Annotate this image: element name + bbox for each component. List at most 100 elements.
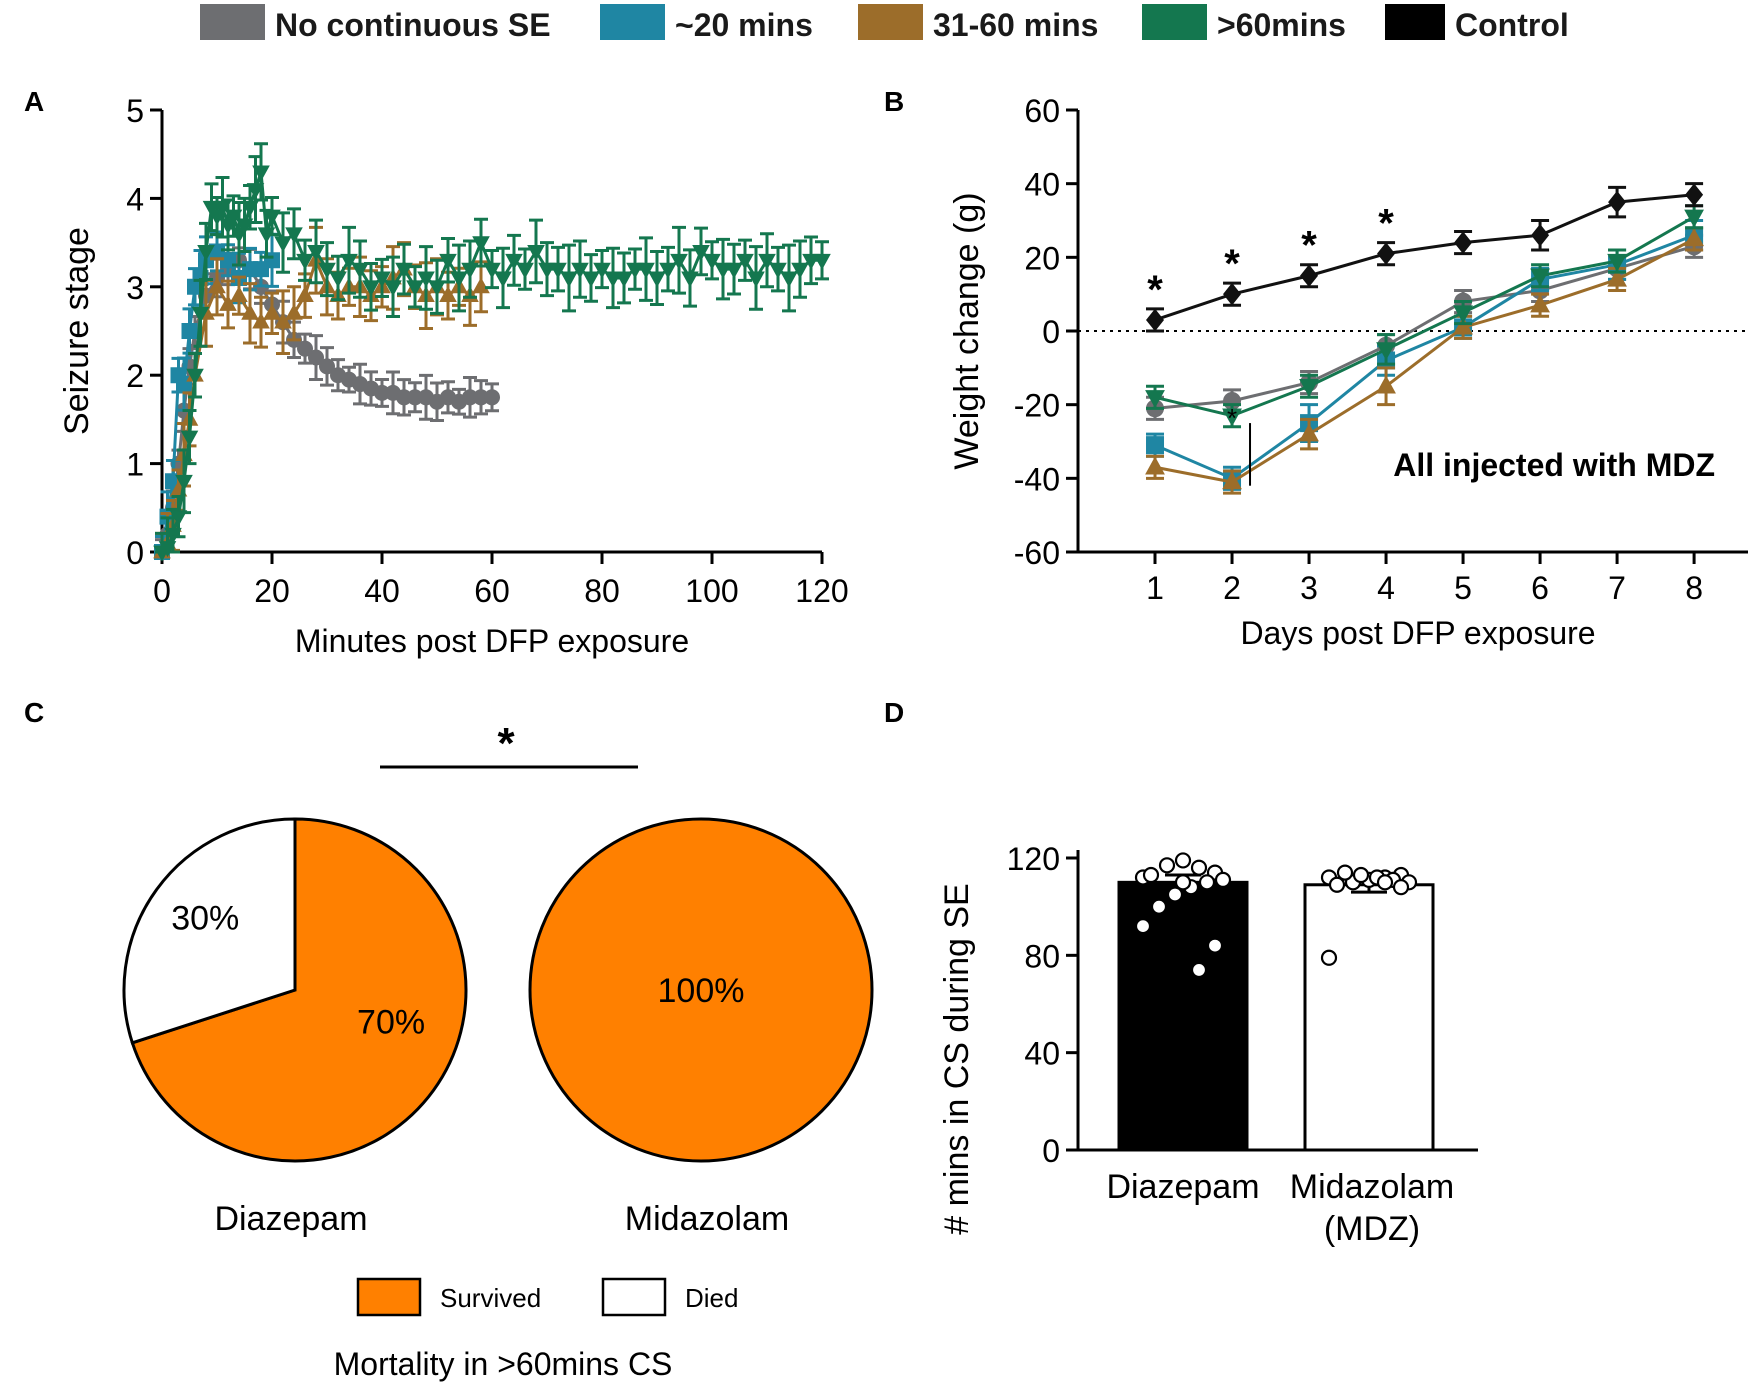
panel-b-point (1145, 456, 1165, 475)
panel-d-data-point (1214, 871, 1232, 889)
pie-slice-died (122, 817, 297, 1045)
panel-a-point (615, 271, 633, 288)
panel-b-line-no-continuous-se (1154, 244, 1695, 410)
panel-d-data-point (1174, 874, 1192, 891)
panel-d-y-tick-label: 80 (1024, 938, 1060, 974)
panel-a-x-tick-label: 0 (153, 573, 171, 609)
panel-d-data-point (1190, 859, 1208, 876)
panel-a-point (473, 389, 489, 406)
panel-a-x-tick-label: 20 (254, 573, 290, 609)
pie-name: Midazolam (625, 1200, 789, 1238)
panel-a-point (428, 280, 446, 297)
panel-d-y-tick-label: 120 (1007, 841, 1060, 877)
panel-b-significance-star: * (1301, 224, 1317, 268)
legend-swatch-control (1385, 4, 1445, 40)
panel-d-category-label: (MDZ) (1324, 1210, 1420, 1248)
panel-b-point (1299, 423, 1319, 442)
panel-a-x-tick-label: 100 (685, 573, 738, 609)
panel-a-point (560, 271, 578, 288)
panel-b-x-tick-label: 4 (1377, 570, 1395, 606)
panel-a-y-tick-label: 5 (126, 93, 144, 129)
panel-d-data-point (1174, 852, 1192, 869)
panel-a-point (648, 271, 666, 288)
legend-label-no-continuous-se: No continuous SE (275, 7, 551, 43)
panel-b-x-tick-label: 2 (1223, 570, 1241, 606)
panel-a-point (791, 262, 809, 279)
panel-b-significance-star: * (1378, 202, 1394, 246)
panel-a-point (285, 303, 303, 320)
panel-a-point (180, 430, 199, 447)
panel-a-point (769, 262, 787, 279)
panel-label-b: B (884, 86, 904, 117)
panel-a-y-tick-label: 0 (126, 535, 144, 571)
panel-b-x-tick-label: 6 (1531, 570, 1549, 606)
panel-b-small-star: * (1227, 403, 1237, 433)
panel-a-y-tick-label: 4 (126, 181, 144, 217)
pie-name: Diazepam (214, 1200, 367, 1238)
panel-b-y-tick-label: 60 (1024, 93, 1060, 129)
panel-a-x-tick-label: 40 (364, 573, 400, 609)
panel-a-point (274, 236, 292, 253)
legend-label-control: Control (1455, 7, 1569, 43)
panel-a-point (725, 262, 743, 279)
panel-a-point (384, 280, 402, 297)
panel-b-point (1222, 408, 1242, 427)
panel-d-category-label: Midazolam (1290, 1168, 1454, 1206)
panel-a-point (439, 253, 457, 270)
panel-a-point (351, 262, 369, 279)
panel-b-point (1376, 342, 1396, 361)
panel-a-point (758, 253, 776, 270)
panel-a-point (396, 389, 412, 406)
panel-a-point (362, 280, 380, 297)
panel-a-point (484, 389, 500, 406)
panel-b-x-label: Days post DFP exposure (1240, 615, 1595, 651)
panel-d-data-point (1166, 886, 1184, 903)
pie-slice-survived (130, 817, 468, 1163)
panel-c-legend-label-died: Died (685, 1283, 738, 1313)
panel-a-point (307, 245, 325, 262)
legend-label-20-mins: ~20 mins (675, 7, 813, 43)
legend-label-60mins: >60mins (1217, 7, 1346, 43)
panel-d-data-point (1376, 874, 1394, 891)
panel-a-point (319, 358, 335, 375)
panel-a-x-tick-label: 80 (584, 573, 620, 609)
panel-b-line-31-60-mins (1154, 237, 1695, 484)
panel-b-point (1684, 209, 1704, 228)
panel-b-point (1685, 183, 1704, 206)
panel-d-data-point (1150, 898, 1168, 915)
panel-b-point (1607, 268, 1627, 287)
panel-b-point (1607, 253, 1627, 272)
panel-d-data-point (1320, 949, 1338, 966)
legend-swatch-20-mins (600, 4, 665, 40)
panel-a-point (692, 245, 710, 262)
panel-c-legend-label-survived: Survived (440, 1283, 541, 1313)
panel-a-point (297, 340, 313, 357)
panel-a-point (373, 271, 391, 288)
panel-a-x-label: Minutes post DFP exposure (295, 623, 689, 659)
panel-b-point (1531, 223, 1550, 247)
panel-b-point (1222, 471, 1242, 490)
panel-a-y-tick-label: 3 (126, 270, 144, 306)
panel-c-significance-star: * (497, 719, 515, 768)
panel-a-point (505, 253, 523, 270)
legend-swatch-60mins (1142, 4, 1207, 40)
panel-a-point (747, 271, 765, 288)
panel-b-point (1223, 282, 1242, 306)
panel-a-point (813, 253, 831, 270)
panel-b-point (1146, 308, 1165, 332)
panel-a-point (417, 271, 435, 288)
panel-a-series-60mins (153, 142, 831, 562)
panel-a-seizure-chart: 0 1 2 3 4 5 0 20 40 60 80 100 120 Minutes post DFP ex… (58, 93, 849, 659)
panel-a-point (439, 286, 457, 303)
panel-a-point (637, 262, 655, 279)
legend-swatch-31-60-mins (858, 4, 923, 40)
panel-a-point (549, 262, 567, 279)
panel-b-point (1608, 190, 1627, 214)
panel-b-point (1146, 436, 1165, 455)
panel-a-point (571, 262, 589, 279)
panel-d-data-point (1134, 918, 1152, 935)
panel-d-y-tick-label: 0 (1042, 1133, 1060, 1169)
panel-d-data-point (1336, 864, 1354, 881)
panel-b-y-tick-label: -60 (1014, 535, 1060, 571)
panel-b-point (1300, 264, 1319, 287)
